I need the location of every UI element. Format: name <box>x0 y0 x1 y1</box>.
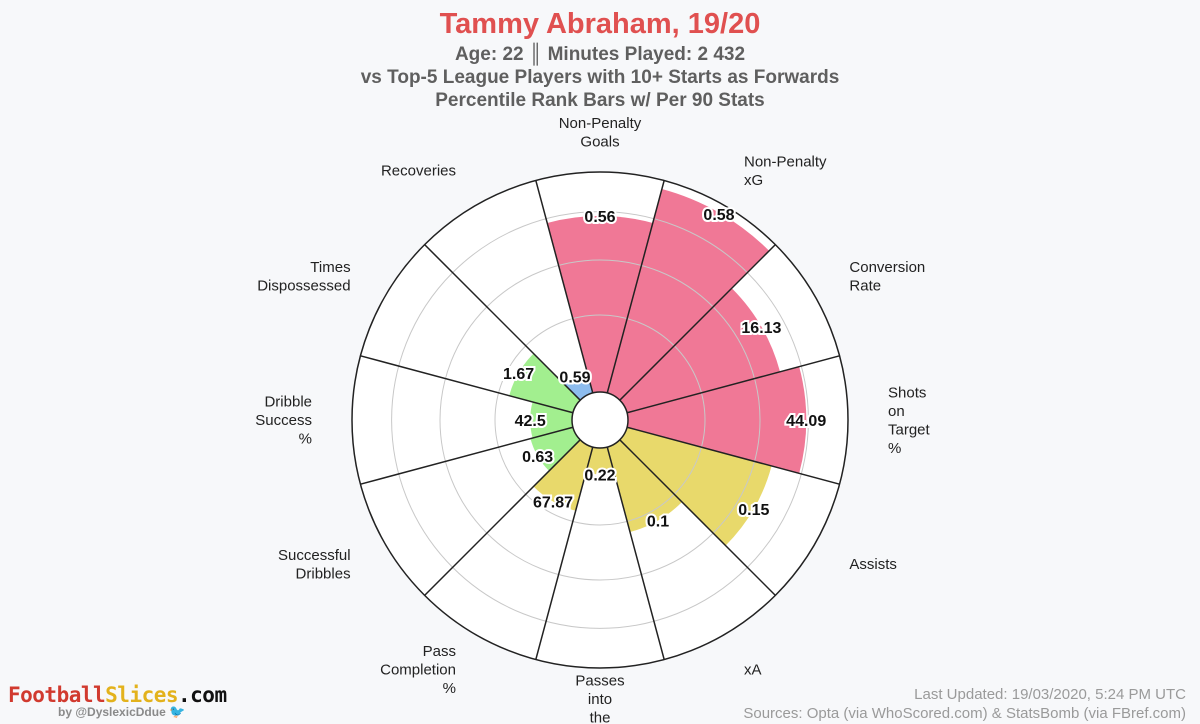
bar-5 <box>600 420 772 546</box>
chart-center <box>571 391 629 449</box>
category-label-3: Conversion Rate <box>849 259 925 295</box>
value-label-11: 1.67 <box>503 366 534 383</box>
twitter-icon: 🐦 <box>169 704 186 719</box>
author-handle: by @DyslexicDdue 🐦 <box>58 704 185 720</box>
brand-part-3: .com <box>178 683 227 707</box>
category-label-7: PassesintothePenalty <box>575 672 626 724</box>
slice-divider-7 <box>606 446 665 660</box>
comparison-group: vs Top-5 League Players with 10+ Starts … <box>360 67 840 88</box>
last-updated: Last Updated: 19/03/2020, 5:24 PM UTC <box>914 686 1186 703</box>
category-label-1: Non-Penalty Goals <box>559 115 642 151</box>
bar-3 <box>600 288 781 420</box>
player-info: Age: 22 ║ Minutes Played: 2 432 <box>454 44 746 65</box>
brand-logo: FootballSlices.com <box>8 683 227 707</box>
category-label-2: Non-Penalty xG <box>744 153 827 189</box>
category-label-8: Pass Completion% <box>380 643 456 697</box>
value-label-12: 0.59 <box>559 370 590 387</box>
bar-2 <box>600 188 770 420</box>
bar-10 <box>530 401 600 439</box>
chart-subtitle: Percentile Rank Bars w/ Per 90 Stats <box>435 90 765 111</box>
value-label-9: 0.63 <box>522 449 553 466</box>
category-label-4: Shots on Target% <box>888 384 931 457</box>
category-label-6: xA <box>744 661 762 678</box>
slice-divider-12 <box>424 244 581 401</box>
slice-divider-9 <box>424 439 581 596</box>
brand-part-2: Slices <box>105 683 179 707</box>
category-label-5: Assists <box>849 556 897 573</box>
value-label-8: 67.87 <box>533 494 573 511</box>
bar-1 <box>547 215 653 420</box>
grid-ring-2 <box>439 259 761 581</box>
slice-divider-5 <box>626 426 840 485</box>
value-label-5: 0.15 <box>738 502 769 519</box>
value-label-10: 42.5 <box>515 413 546 430</box>
grid-ring-3 <box>391 211 809 629</box>
value-label-3: 16.13 <box>741 320 781 337</box>
slice-divider-4 <box>626 355 840 414</box>
brand-part-1: Football <box>8 683 106 707</box>
category-label-10: Dribble Success% <box>255 394 312 448</box>
bar-4 <box>600 366 807 474</box>
data-sources: Sources: Opta (via WhoScored.com) & Stat… <box>743 705 1186 722</box>
value-label-4: 44.09 <box>786 413 826 430</box>
category-label-9: Successful Dribbles <box>278 547 351 583</box>
grid-ring-1 <box>494 314 706 526</box>
value-label-6: 0.1 <box>647 513 669 530</box>
slice-divider-8 <box>535 446 594 660</box>
value-label-7: 0.22 <box>584 467 615 484</box>
chart-title: Tammy Abraham, 19/20 <box>439 8 761 40</box>
slice-divider-2 <box>606 180 665 394</box>
slice-divider-11 <box>360 355 574 414</box>
value-label-2: 0.58 <box>703 207 734 224</box>
category-label-11: Times Dispossessed <box>257 259 350 295</box>
author-handle-text: by @DyslexicDdue <box>58 705 166 719</box>
bar-6 <box>600 420 683 533</box>
chart-outer-ring <box>351 171 849 669</box>
value-label-1: 0.56 <box>584 209 615 226</box>
slice-divider-1 <box>535 180 594 394</box>
slice-divider-6 <box>619 439 776 596</box>
slice-divider-3 <box>619 244 776 401</box>
slice-divider-10 <box>360 426 574 485</box>
category-label-12: Recoveries <box>381 163 456 180</box>
